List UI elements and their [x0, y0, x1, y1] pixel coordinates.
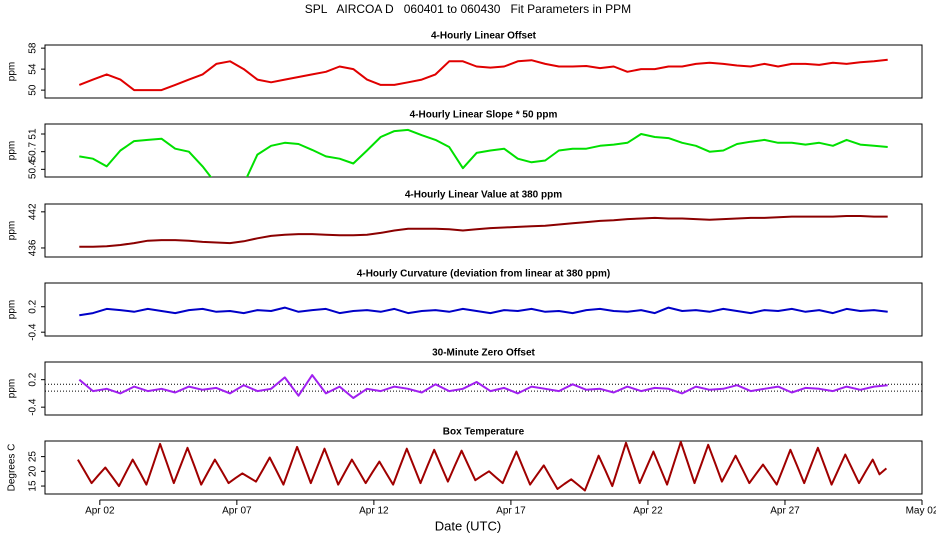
- x-tick-label: Apr 02: [85, 506, 115, 517]
- data-line: [79, 215, 888, 248]
- y-axis-label: ppm: [7, 62, 18, 81]
- y-tick-label: 20: [28, 465, 39, 477]
- y-tick-label: 54: [28, 63, 39, 75]
- x-axis-label: Date (UTC): [435, 518, 501, 533]
- y-tick-label: -0.4: [28, 398, 39, 416]
- data-line: [78, 58, 888, 92]
- x-tick-label: May 02: [906, 506, 936, 517]
- plot-frame: [44, 361, 923, 416]
- y-tick-label: 51: [28, 128, 39, 140]
- data-line: [79, 128, 888, 177]
- panel-title: 4-Hourly Linear Slope * 50 ppm: [410, 110, 558, 121]
- y-tick-label: 442: [28, 203, 39, 220]
- y-tick-label: 15: [28, 480, 39, 492]
- y-axis-label: ppm: [7, 221, 18, 240]
- y-axis-label: ppm: [7, 379, 18, 398]
- y-axis-label: ppm: [7, 300, 18, 319]
- chart-title: SPL AIRCOA D 060401 to 060430 Fit Parame…: [305, 2, 631, 16]
- data-line: [78, 374, 888, 399]
- y-tick-label: 50.4: [28, 159, 39, 179]
- data-line: [77, 441, 888, 492]
- panel-title: 4-Hourly Linear Value at 380 ppm: [405, 190, 562, 201]
- x-tick-label: Apr 27: [770, 506, 800, 517]
- plot-frame: [44, 203, 923, 258]
- plot-frame: [44, 123, 923, 178]
- y-axis-label: ppm: [7, 141, 18, 160]
- y-axis-label: Degrees C: [7, 444, 18, 492]
- plot-frame: [44, 282, 923, 337]
- y-tick-label: 0.2: [28, 372, 39, 386]
- panel-title: 4-Hourly Linear Offset: [431, 31, 537, 42]
- y-tick-label: 0.2: [28, 299, 39, 313]
- data-line: [79, 306, 888, 317]
- y-tick-label: 25: [28, 451, 39, 463]
- y-tick-label: 58: [28, 42, 39, 54]
- y-tick-label: -0.4: [28, 323, 39, 341]
- panel-title: 4-Hourly Curvature (deviation from linea…: [357, 269, 610, 280]
- plot-frame: [44, 440, 923, 495]
- y-tick-label: 50: [28, 84, 39, 96]
- y-tick-label: 50.7: [28, 142, 39, 162]
- x-tick-label: Apr 07: [222, 506, 252, 517]
- plot-frame: [44, 44, 923, 99]
- x-tick-label: Apr 22: [633, 506, 663, 517]
- x-tick-label: Apr 17: [496, 506, 526, 517]
- panel-title: 30-Minute Zero Offset: [432, 348, 535, 359]
- panel-title: Box Temperature: [443, 427, 525, 438]
- x-tick-label: Apr 12: [359, 506, 389, 517]
- y-tick-label: 436: [28, 239, 39, 256]
